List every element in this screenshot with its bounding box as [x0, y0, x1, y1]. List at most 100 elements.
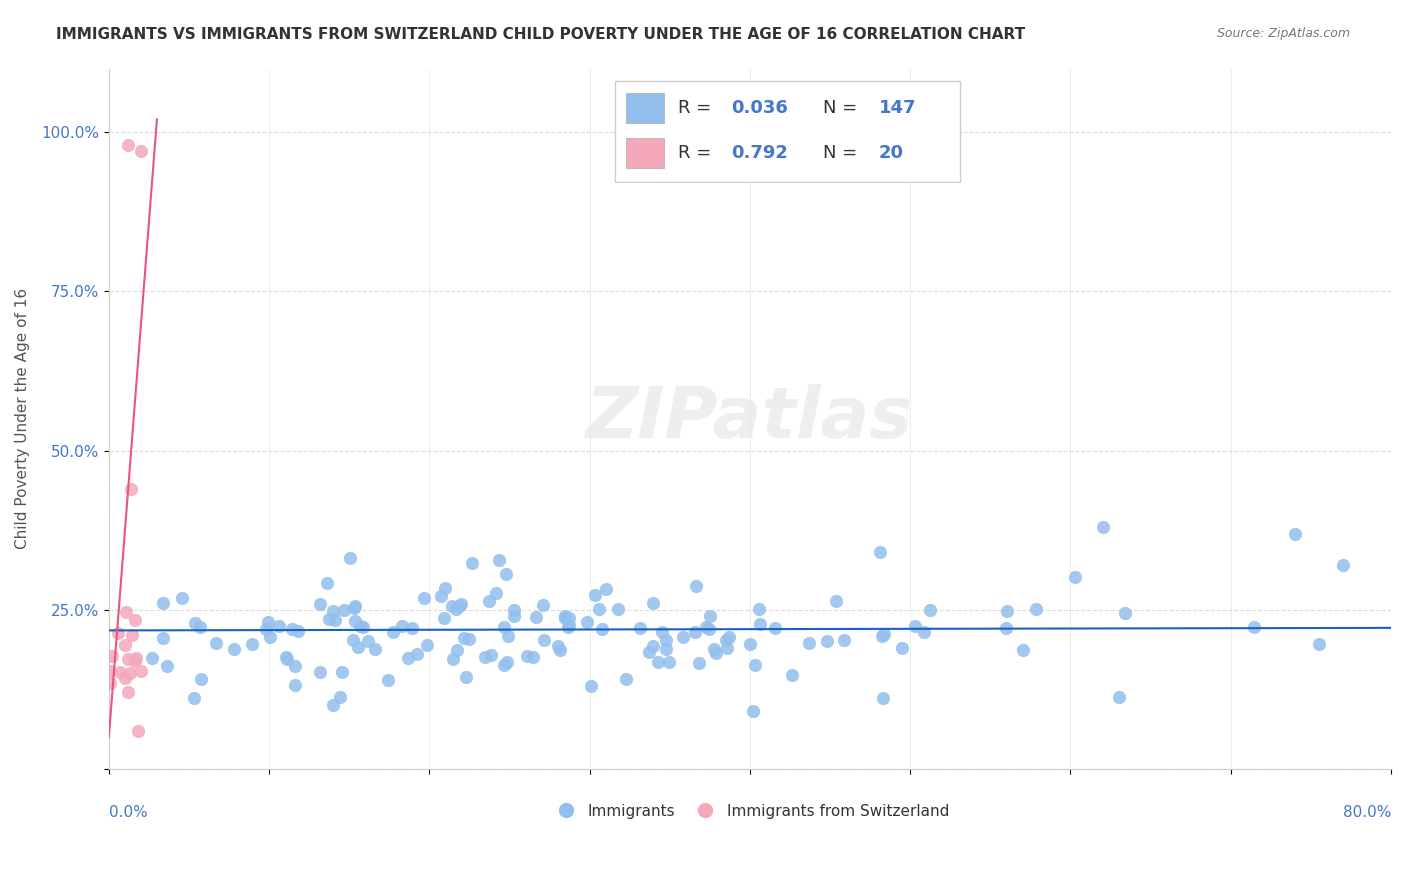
Point: [558, 618, 581, 632]
Point: [672, 630, 695, 644]
Point: [1243, 620, 1265, 634]
Text: R =: R =: [678, 145, 717, 162]
Point: [152, 631, 174, 645]
Point: [458, 632, 481, 646]
Point: [441, 651, 464, 665]
Point: [554, 608, 576, 623]
Point: [548, 643, 571, 657]
Point: [322, 698, 344, 713]
Point: [124, 614, 146, 628]
Text: Source: ZipAtlas.com: Source: ZipAtlas.com: [1216, 27, 1350, 40]
Point: [903, 619, 925, 633]
Point: [405, 647, 427, 661]
Point: [309, 597, 332, 611]
Point: [699, 608, 721, 623]
Point: [912, 624, 935, 639]
Point: [329, 690, 352, 704]
Point: [401, 622, 423, 636]
Point: [478, 594, 501, 608]
Point: [647, 655, 669, 669]
Point: [494, 620, 516, 634]
Point: [349, 618, 371, 632]
Text: ZIPatlas: ZIPatlas: [586, 384, 914, 453]
Point: [118, 666, 141, 681]
Point: [433, 581, 456, 595]
Point: [655, 632, 678, 647]
Point: [1025, 601, 1047, 615]
Point: [127, 724, 149, 739]
Point: [1114, 606, 1136, 620]
Point: [780, 668, 803, 682]
Point: [638, 645, 661, 659]
Point: [890, 640, 912, 655]
Text: 147: 147: [879, 99, 917, 117]
Point: [832, 633, 855, 648]
Point: [872, 691, 894, 706]
Point: [430, 590, 453, 604]
Point: [531, 598, 554, 612]
Point: [446, 643, 468, 657]
Point: [1284, 526, 1306, 541]
Point: [121, 627, 143, 641]
Point: [740, 637, 762, 651]
Point: [382, 625, 405, 640]
Point: [748, 602, 770, 616]
Bar: [626, 93, 665, 123]
Point: [284, 659, 307, 673]
Point: [333, 602, 356, 616]
Point: [183, 691, 205, 706]
Point: [607, 602, 630, 616]
Point: [456, 670, 478, 684]
Point: [316, 575, 339, 590]
Point: [557, 620, 579, 634]
Point: [872, 627, 894, 641]
Point: [716, 632, 738, 647]
Point: [658, 655, 681, 669]
Point: [254, 622, 277, 636]
Point: [259, 630, 281, 644]
Point: [641, 640, 664, 654]
Point: [281, 622, 304, 636]
Point: [224, 641, 246, 656]
Point: [284, 677, 307, 691]
Point: [1011, 643, 1033, 657]
Point: [339, 550, 361, 565]
Point: [276, 652, 298, 666]
Point: [172, 591, 194, 605]
Point: [479, 648, 502, 662]
Point: [330, 665, 353, 679]
Point: [595, 582, 617, 597]
Point: [516, 648, 538, 663]
Point: [323, 613, 346, 627]
Bar: [626, 137, 665, 169]
Point: [440, 599, 463, 613]
Point: [496, 655, 519, 669]
Point: [450, 597, 472, 611]
Point: [588, 602, 610, 616]
Point: [492, 658, 515, 673]
Point: [156, 658, 179, 673]
Point: [183, 615, 205, 630]
Point: [575, 615, 598, 630]
Text: 0.036: 0.036: [731, 99, 787, 117]
Point: [628, 621, 651, 635]
Point: [343, 614, 366, 628]
Text: N =: N =: [823, 145, 862, 162]
Point: [869, 544, 891, 558]
Point: [579, 679, 602, 693]
Point: [412, 591, 434, 605]
Point: [318, 612, 340, 626]
Point: [718, 630, 741, 644]
Point: [322, 604, 344, 618]
Text: 80.0%: 80.0%: [1343, 805, 1391, 820]
Point: [503, 609, 526, 624]
Point: [114, 671, 136, 685]
Point: [547, 639, 569, 653]
Point: [342, 633, 364, 648]
Point: [188, 620, 211, 634]
Point: [741, 704, 763, 718]
Point: [108, 665, 131, 679]
Point: [1063, 569, 1085, 583]
Point: [256, 615, 278, 630]
Point: [815, 633, 838, 648]
